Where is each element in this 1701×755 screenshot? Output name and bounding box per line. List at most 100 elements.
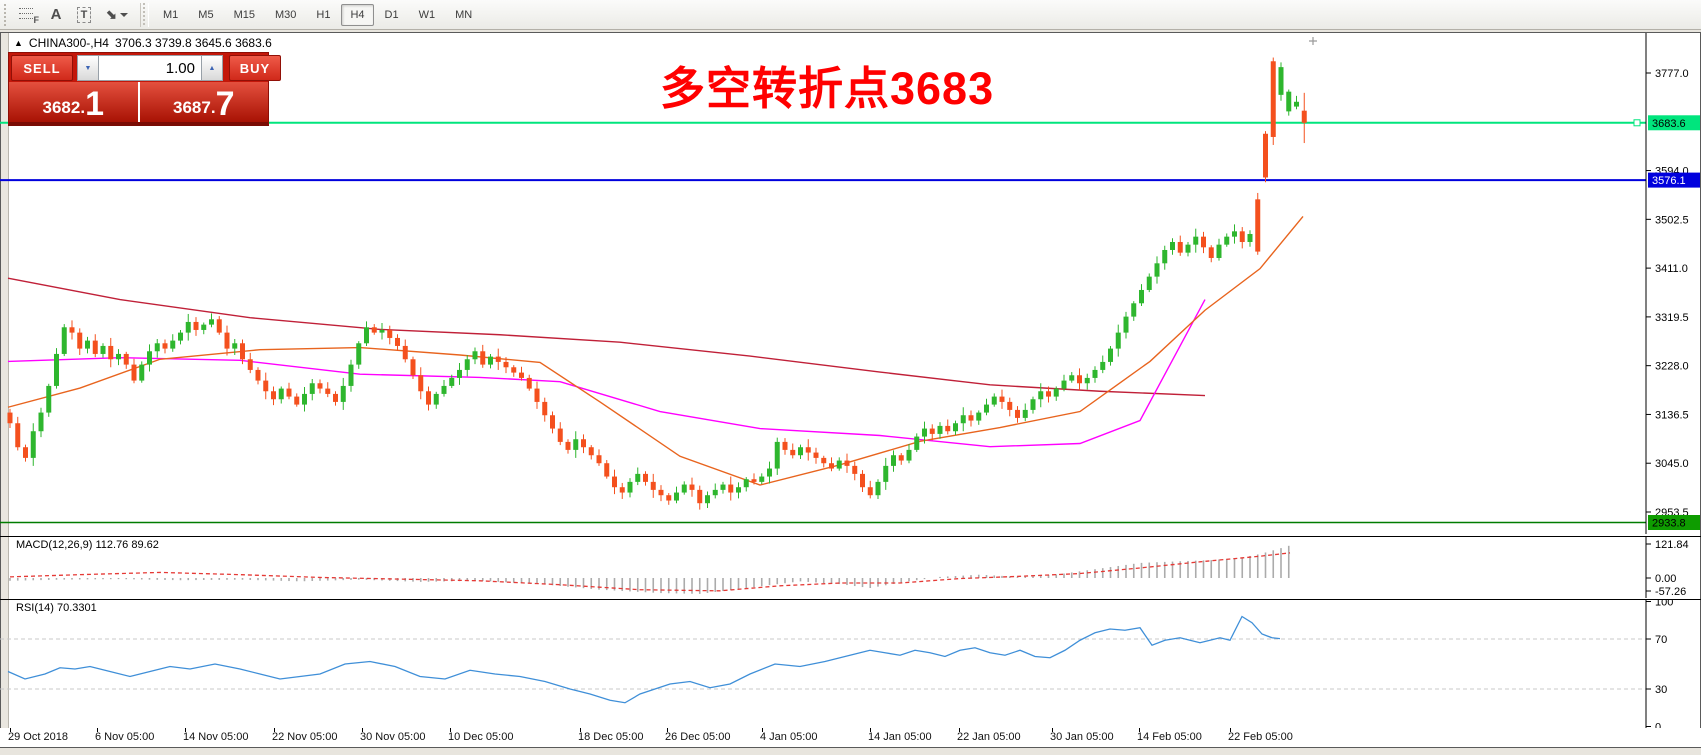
- text-icon: A: [50, 6, 62, 23]
- time-axis-label: 14 Nov 05:00: [183, 731, 249, 743]
- timeframe-m15[interactable]: M15: [233, 8, 255, 21]
- collapse-triangle-icon[interactable]: ▲: [14, 38, 23, 48]
- price-tag: 3683.6: [1633, 115, 1700, 131]
- svg-text:2933.8: 2933.8: [1652, 518, 1686, 530]
- main-chart-canvas[interactable]: 3777.03594.03502.53411.03319.53228.03136…: [0, 33, 1701, 534]
- timeframe-m1[interactable]: M1: [163, 8, 179, 21]
- timeframe-d1[interactable]: D1: [384, 8, 399, 21]
- time-axis-label: 14 Feb 05:00: [1137, 731, 1202, 743]
- fibonacci-icon: F: [19, 7, 39, 25]
- time-axis-tick: [185, 728, 186, 732]
- candles-layer: [7, 57, 1307, 510]
- timeframe-mn[interactable]: MN: [455, 8, 473, 21]
- svg-text:-57.26: -57.26: [1655, 586, 1686, 598]
- chevron-down-icon: [119, 12, 128, 17]
- svg-text:3777.0: 3777.0: [1655, 68, 1689, 80]
- macd-histogram: [9, 545, 1290, 594]
- buy-button[interactable]: BUY: [229, 55, 281, 81]
- time-axis-label: 30 Jan 05:00: [1050, 731, 1114, 743]
- timeframe-h4[interactable]: H4: [341, 3, 374, 26]
- toolbar-separator: [140, 2, 149, 27]
- rsi-axis[interactable]: 100 70 30 0: [1645, 599, 1673, 730]
- time-axis-tick: [362, 728, 363, 732]
- time-axis-label: 26 Dec 05:00: [665, 731, 731, 743]
- timeframe-m30[interactable]: M30: [274, 8, 297, 21]
- toolbar-grip[interactable]: [2, 3, 10, 26]
- scroll-marker-icon: [1309, 37, 1317, 45]
- svg-text:3576.1: 3576.1: [1652, 175, 1686, 187]
- time-axis-label: 22 Nov 05:00: [272, 731, 338, 743]
- time-axis-tick: [1052, 728, 1053, 732]
- svg-text:30: 30: [1655, 684, 1667, 696]
- slow-ma: [7, 277, 1206, 397]
- svg-text:3411.0: 3411.0: [1655, 263, 1688, 275]
- timeframe-buttons: M1 M5 M15 M30 H1 H4 D1 W1 MN: [153, 3, 482, 26]
- time-axis-tick: [762, 728, 763, 732]
- volume-input[interactable]: [99, 55, 201, 81]
- text-label-tool-button[interactable]: T: [70, 3, 98, 27]
- time-axis-tick: [450, 728, 451, 732]
- sell-price-display[interactable]: 3682. 1: [9, 82, 138, 122]
- arrows-tool-button[interactable]: ⬊: [98, 3, 136, 27]
- svg-text:121.84: 121.84: [1655, 539, 1689, 551]
- time-axis-tick: [1230, 728, 1231, 732]
- text-label-icon: T: [76, 6, 92, 23]
- svg-text:3502.5: 3502.5: [1655, 214, 1689, 226]
- hline-objects[interactable]: [0, 121, 1646, 524]
- time-axis-label: 30 Nov 05:00: [360, 731, 426, 743]
- time-axis-label: 22 Jan 05:00: [957, 731, 1021, 743]
- time-axis-label: 14 Jan 05:00: [868, 731, 932, 743]
- time-axis-label: 10 Dec 05:00: [448, 731, 514, 743]
- timeframe-w1[interactable]: W1: [418, 8, 436, 21]
- time-axis[interactable]: 29 Oct 2018 6 Nov 05:00 14 Nov 05:00 22 Nov…: [0, 728, 1701, 747]
- macd-indicator-canvas[interactable]: 121.84 0.00-57.26: [0, 536, 1701, 598]
- chart-title: ▲ CHINA300-,H4 3706.3 3739.8 3645.6 3683…: [14, 36, 272, 50]
- sell-button[interactable]: SELL: [11, 55, 73, 81]
- price-axis[interactable]: 3777.03594.03502.53411.03319.53228.03136…: [1645, 33, 1689, 534]
- time-axis-label: 29 Oct 2018: [8, 731, 68, 743]
- fibonacci-tool-button[interactable]: F: [14, 3, 42, 27]
- time-axis-tick: [667, 728, 668, 732]
- svg-text:3683.6: 3683.6: [1652, 118, 1686, 130]
- time-axis-tick: [1139, 728, 1140, 732]
- ohlc-values: 3706.3 3739.8 3645.6 3683.6: [114, 36, 272, 50]
- medium-ma: [7, 299, 1206, 448]
- timeframe-m5[interactable]: M5: [198, 8, 214, 21]
- window-left-edge: [1, 33, 9, 747]
- svg-text:0: 0: [1655, 722, 1661, 730]
- svg-text:3228.0: 3228.0: [1655, 361, 1689, 373]
- timeframe-h1[interactable]: H1: [316, 8, 331, 21]
- price-tag: 3576.1: [1648, 172, 1700, 188]
- volume-up-icon: ▲: [208, 64, 216, 72]
- text-tool-button[interactable]: A: [42, 3, 70, 27]
- macd-axis[interactable]: 121.84 0.00-57.26: [1645, 537, 1689, 598]
- time-axis-tick: [274, 728, 275, 732]
- rsi-label: RSI(14) 70.3301: [16, 602, 97, 614]
- time-axis-tick: [580, 728, 581, 732]
- time-axis-label: 22 Feb 05:00: [1228, 731, 1293, 743]
- macd-signal-line: [9, 552, 1291, 592]
- rsi-line: [7, 615, 1281, 704]
- time-axis-label: 18 Dec 05:00: [578, 731, 644, 743]
- arrows-icon: ⬊: [106, 6, 117, 22]
- svg-text:3136.5: 3136.5: [1655, 409, 1689, 421]
- one-click-trading-panel: SELL ▼ ▲ BUY 3682.1 3687.7: [8, 52, 281, 126]
- svg-text:3045.0: 3045.0: [1655, 458, 1689, 470]
- time-axis-label: 6 Nov 05:00: [95, 731, 155, 743]
- price-tag: 2933.8: [1648, 515, 1700, 531]
- symbol-period-label: CHINA300-,H4: [28, 36, 109, 50]
- buy-price-display[interactable]: 3687. 7: [137, 82, 268, 122]
- svg-text:3319.5: 3319.5: [1655, 312, 1689, 324]
- volume-up-button[interactable]: ▲: [201, 55, 223, 81]
- time-axis-label: 4 Jan 05:00: [760, 731, 818, 743]
- time-axis-tick: [10, 728, 11, 732]
- volume-down-button[interactable]: ▼: [77, 55, 99, 81]
- toolbar: F A T ⬊ M1 M5 M15 M30 H1 H4 D1 W1 MN: [0, 0, 1701, 30]
- volume-stepper: ▼ ▲: [77, 55, 223, 81]
- time-axis-tick: [97, 728, 98, 732]
- rsi-indicator-canvas[interactable]: 100 70 30 0: [0, 599, 1701, 729]
- svg-text:100: 100: [1655, 599, 1673, 609]
- annotation-text: 多空转折点3683: [660, 63, 995, 114]
- volume-down-icon: ▼: [84, 64, 92, 72]
- svg-text:70: 70: [1655, 634, 1667, 646]
